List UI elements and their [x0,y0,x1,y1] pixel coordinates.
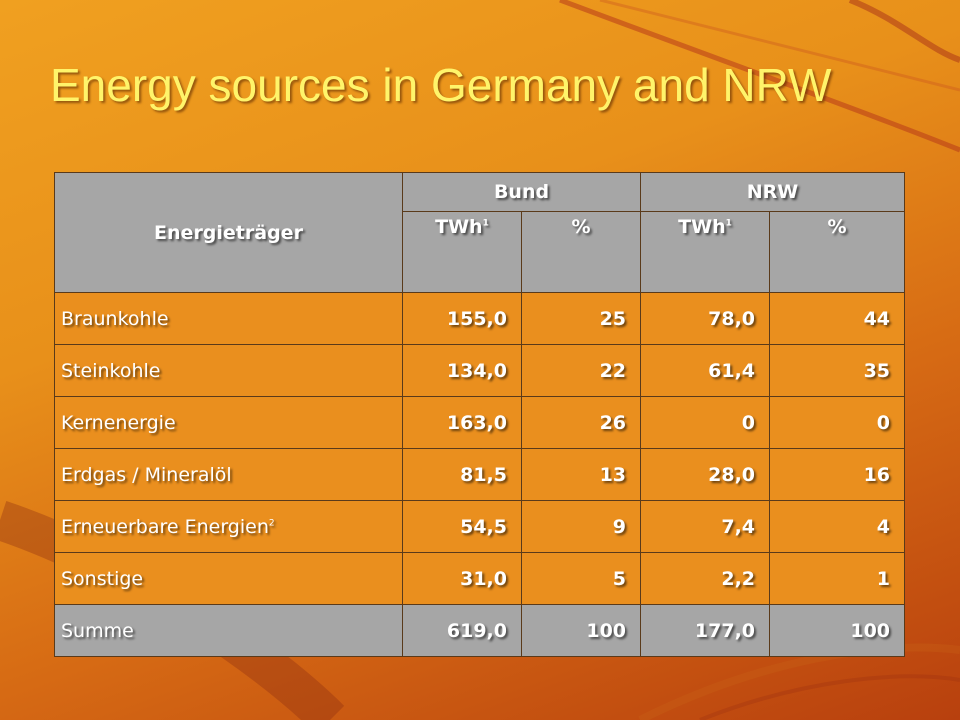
bund-percent-cell: 9 [520,500,642,553]
total-bund-twh: 619,0 [402,604,522,657]
header-bund-twh: TWh1 [402,211,522,293]
table-row: Sonstige 31,0 5 2,2 1 [54,552,906,605]
row-label: Kernenergie [54,396,403,449]
table-body: Braunkohle 155,0 25 78,0 44 Steinkohle 1… [54,292,906,657]
nrw-twh-cell: 61,4 [640,344,771,397]
total-row: Summe 619,0 100 177,0 100 [54,604,906,657]
row-label: Braunkohle [54,292,403,345]
header-bund: Bund [401,172,642,212]
energy-table: Energieträger Bund NRW TWh1 % TWh1 % Bra… [54,172,906,657]
nrw-percent-cell: 0 [769,396,906,449]
bund-twh-cell: 163,0 [402,396,522,449]
slide-title: Energy sources in Germany and NRW [50,59,832,111]
total-nrw-percent: 100 [769,604,906,657]
bund-percent-cell: 25 [520,292,642,345]
bund-percent-cell: 13 [520,448,642,501]
total-label: Summe [54,604,403,657]
footnote-marker: 1 [725,218,732,229]
table-row: Steinkohle 134,0 22 61,4 35 [54,344,906,397]
row-label: Erdgas / Mineralöl [54,448,403,501]
bund-percent-cell: 5 [520,552,642,605]
nrw-twh-cell: 28,0 [640,448,771,501]
bund-twh-cell: 31,0 [402,552,522,605]
nrw-percent-cell: 1 [769,552,906,605]
bund-percent-cell: 22 [520,344,642,397]
bund-twh-cell: 81,5 [402,448,522,501]
bund-twh-cell: 155,0 [402,292,522,345]
nrw-twh-cell: 78,0 [640,292,771,345]
header-nrw: NRW [640,172,906,212]
nrw-twh-cell: 2,2 [640,552,771,605]
footnote-marker: 2 [268,518,275,529]
header-energietraeger: Energieträger [54,172,403,293]
total-nrw-twh: 177,0 [640,604,771,657]
table-row: Kernenergie 163,0 26 0 0 [54,396,906,449]
nrw-percent-cell: 35 [769,344,906,397]
table-row: Erneuerbare Energien2 54,5 9 7,4 4 [54,500,906,553]
bund-twh-cell: 134,0 [402,344,522,397]
table-row: Braunkohle 155,0 25 78,0 44 [54,292,906,345]
table-header: Energieträger Bund NRW TWh1 % TWh1 % [54,172,906,293]
header-bund-percent: % [520,211,642,293]
bund-percent-cell: 26 [520,396,642,449]
nrw-percent-cell: 44 [769,292,906,345]
table-row: Erdgas / Mineralöl 81,5 13 28,0 16 [54,448,906,501]
footnote-marker: 1 [482,218,489,229]
row-label: Erneuerbare Energien2 [54,500,403,553]
bund-twh-cell: 54,5 [402,500,522,553]
nrw-twh-cell: 7,4 [640,500,771,553]
row-label: Sonstige [54,552,403,605]
nrw-percent-cell: 4 [769,500,906,553]
total-bund-percent: 100 [520,604,642,657]
header-nrw-percent: % [769,211,906,293]
header-nrw-twh: TWh1 [640,211,771,293]
nrw-percent-cell: 16 [769,448,906,501]
row-label: Steinkohle [54,344,403,397]
nrw-twh-cell: 0 [640,396,771,449]
